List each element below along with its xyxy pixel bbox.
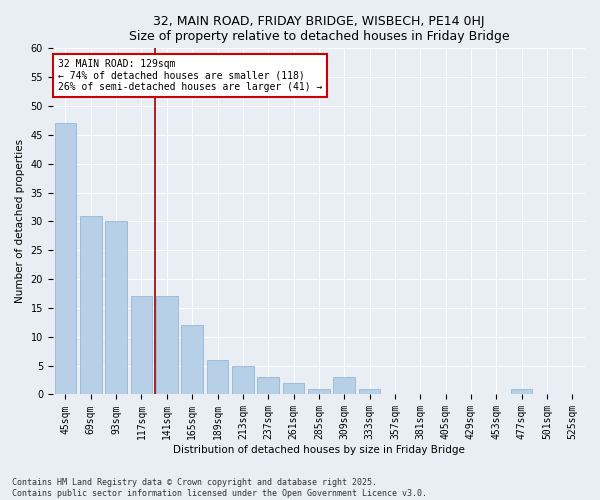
- Y-axis label: Number of detached properties: Number of detached properties: [15, 140, 25, 304]
- Bar: [156, 296, 178, 394]
- Bar: [511, 388, 532, 394]
- Bar: [55, 124, 76, 394]
- Bar: [308, 388, 329, 394]
- Bar: [334, 377, 355, 394]
- Bar: [359, 388, 380, 394]
- Bar: [283, 383, 304, 394]
- Title: 32, MAIN ROAD, FRIDAY BRIDGE, WISBECH, PE14 0HJ
Size of property relative to det: 32, MAIN ROAD, FRIDAY BRIDGE, WISBECH, P…: [128, 15, 509, 43]
- Bar: [181, 325, 203, 394]
- Text: Contains HM Land Registry data © Crown copyright and database right 2025.
Contai: Contains HM Land Registry data © Crown c…: [12, 478, 427, 498]
- Text: 32 MAIN ROAD: 129sqm
← 74% of detached houses are smaller (118)
26% of semi-deta: 32 MAIN ROAD: 129sqm ← 74% of detached h…: [58, 58, 322, 92]
- Bar: [80, 216, 101, 394]
- Bar: [257, 377, 279, 394]
- Bar: [106, 222, 127, 394]
- Bar: [131, 296, 152, 394]
- Bar: [232, 366, 254, 394]
- Bar: [207, 360, 228, 394]
- X-axis label: Distribution of detached houses by size in Friday Bridge: Distribution of detached houses by size …: [173, 445, 465, 455]
